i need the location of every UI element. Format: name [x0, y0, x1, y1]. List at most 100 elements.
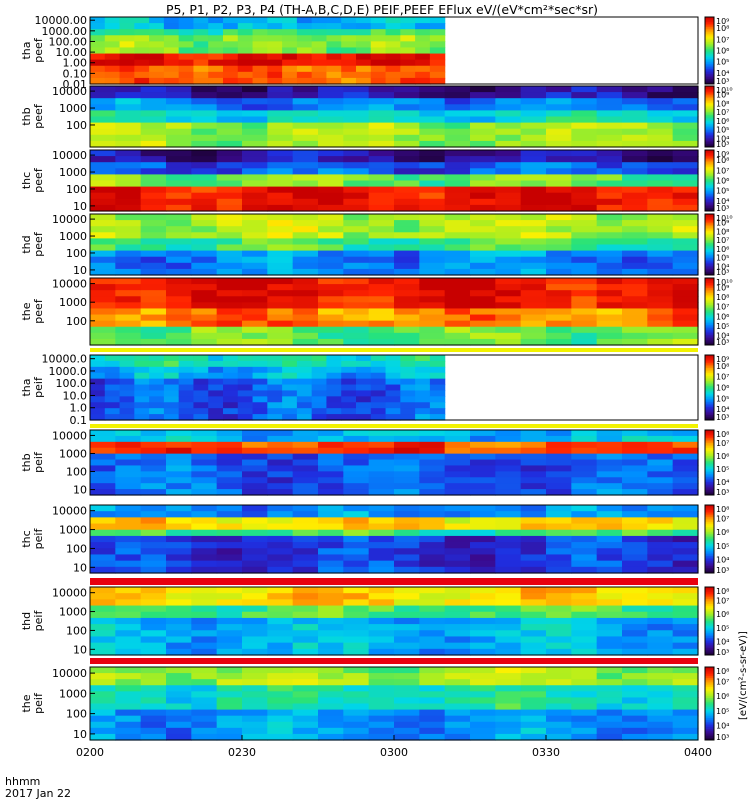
spectrogram-cell	[470, 320, 496, 328]
colorbar-step	[705, 195, 714, 198]
spectrogram-cell	[90, 98, 116, 105]
spectrogram-cell	[368, 535, 395, 543]
spectrogram-cell	[596, 599, 623, 607]
spectrogram-cell	[520, 505, 547, 512]
spectrogram-cell	[368, 679, 395, 686]
spectrogram-cell	[166, 238, 192, 246]
spectrogram-cell	[326, 390, 342, 397]
spectrogram-cell	[140, 256, 167, 264]
spectrogram-cell	[419, 542, 446, 549]
spectrogram-cell	[647, 198, 674, 206]
spectrogram-cell	[208, 77, 224, 85]
spectrogram-cell	[115, 636, 142, 644]
spectrogram-cell	[267, 560, 294, 568]
spectrogram-cell	[622, 278, 648, 285]
spectrogram-cell	[343, 667, 370, 674]
colorbar-step	[705, 483, 714, 486]
spectrogram-cell	[115, 727, 142, 735]
spectrogram-cell	[252, 29, 268, 36]
spectrogram-cell	[400, 402, 416, 409]
spectrogram-cell	[444, 441, 471, 449]
panel-species-label: peef	[32, 231, 45, 257]
colorbar-step	[705, 134, 714, 137]
spectrogram-cell	[546, 511, 572, 518]
spectrogram-cell	[191, 122, 218, 130]
spectrogram-cell	[647, 593, 674, 600]
spectrogram-cell	[115, 198, 142, 206]
spectrogram-cell	[166, 262, 192, 270]
spectrogram-cell	[571, 648, 598, 656]
spectrogram-cell	[140, 465, 167, 472]
spectrogram-cell	[252, 402, 268, 409]
spectrogram-cell	[596, 548, 623, 556]
spectrogram-cell	[622, 314, 648, 322]
spectrogram-cell	[385, 77, 401, 85]
spectrogram-cell	[546, 691, 572, 699]
spectrogram-cell	[343, 715, 370, 723]
spectrogram-cell	[394, 483, 420, 490]
panel-probe-label: thc	[20, 172, 33, 189]
spectrogram-cell	[90, 23, 106, 30]
colorbar-step	[705, 729, 714, 732]
spectrogram-cell	[596, 198, 623, 206]
spectrogram-cell	[292, 630, 319, 638]
spectrogram-cell	[470, 232, 496, 239]
spectrogram-cell	[470, 284, 496, 291]
spectrogram-cell	[571, 104, 598, 111]
spectrogram-cell	[191, 278, 218, 285]
colorbar-step	[705, 410, 714, 413]
spectrogram-cell	[311, 402, 328, 409]
spectrogram-cell	[546, 679, 572, 686]
spectrogram-cell	[292, 244, 319, 252]
spectrogram-cell	[163, 59, 180, 67]
spectrogram-cell	[216, 611, 243, 619]
spectrogram-cell	[90, 226, 116, 233]
spectrogram-cell	[318, 302, 344, 310]
spectrogram-cell	[90, 366, 106, 374]
spectrogram-cell	[647, 180, 674, 188]
x-tick-label: 0400	[684, 746, 712, 759]
spectrogram-cell	[444, 483, 471, 490]
colorbar-step	[705, 413, 714, 416]
spectrogram-cell	[115, 441, 142, 449]
spectrogram-cell	[400, 360, 416, 368]
spectrogram-cell	[520, 697, 547, 705]
spectrogram-cell	[163, 355, 180, 362]
spectrogram-cell	[495, 727, 522, 735]
y-tick-label: 10	[73, 200, 87, 213]
spectrogram-cell	[622, 238, 648, 246]
colorbar-step	[705, 127, 714, 130]
spectrogram-cell	[140, 715, 167, 723]
spectrogram-cell	[193, 402, 209, 409]
spectrogram-cell	[370, 384, 387, 392]
colorbar-step	[705, 75, 714, 78]
spectrogram-cell	[415, 41, 431, 49]
spectrogram-cell	[672, 278, 699, 285]
spectrogram-cell	[311, 59, 328, 67]
spectrogram-cell	[242, 642, 268, 650]
spectrogram-cell	[267, 65, 283, 73]
spectrogram-cell	[282, 59, 298, 67]
colorbar-step	[705, 415, 714, 418]
spectrogram-cell	[520, 134, 547, 142]
spectrogram-cell	[356, 396, 372, 403]
spectrogram-cell	[90, 92, 116, 99]
spectrogram-cell	[90, 630, 116, 638]
colorbar-step	[705, 18, 714, 21]
spectrogram-cell	[140, 477, 167, 484]
spectrogram-cell	[166, 697, 192, 705]
colorbar-step	[705, 467, 714, 470]
spectrogram-cell	[292, 489, 319, 496]
spectrogram-cell	[242, 703, 268, 711]
spectrogram-cell	[119, 366, 135, 374]
spectrogram-cell	[495, 186, 522, 194]
spectrogram-cell	[149, 47, 165, 55]
spectrogram-cell	[520, 679, 547, 686]
spectrogram-cell	[370, 360, 387, 368]
spectrogram-cell	[216, 685, 243, 692]
spectrogram-cell	[596, 220, 623, 227]
spectrogram-cell	[394, 441, 420, 449]
spectrogram-cell	[368, 477, 395, 484]
spectrogram-cell	[470, 262, 496, 270]
